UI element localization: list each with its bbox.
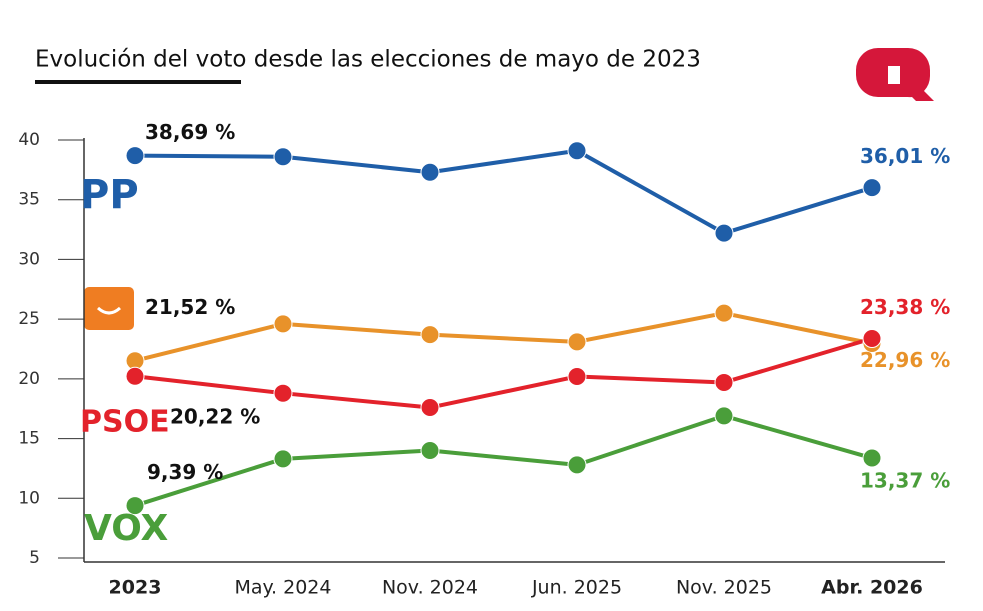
y-tick-label: 10 — [18, 488, 40, 508]
value-label: 23,38 % — [860, 295, 950, 319]
y-tick-label: 25 — [18, 309, 40, 329]
legend-logo: PP — [80, 172, 139, 218]
chart-title: Evolución del voto desde las elecciones … — [35, 47, 701, 73]
x-tick-label: Abr. 2026 — [821, 577, 923, 599]
data-point — [420, 325, 440, 345]
value-label: 21,52 % — [145, 295, 235, 319]
x-tick-label: Nov. 2025 — [676, 577, 772, 599]
data-point — [420, 162, 440, 182]
series-line — [134, 413, 873, 508]
series-line — [134, 336, 873, 410]
orange-logo-smile — [96, 306, 122, 315]
series-line — [134, 148, 873, 236]
brand-logo — [856, 48, 934, 101]
title-underline — [35, 80, 241, 84]
data-point — [273, 147, 293, 167]
x-tick-label: Nov. 2024 — [382, 577, 478, 599]
data-point — [862, 328, 882, 348]
y-tick-label: 5 — [29, 548, 40, 568]
data-point — [273, 314, 293, 334]
data-point — [862, 178, 882, 198]
value-label: 22,96 % — [860, 348, 950, 372]
legend-logo: PSOE — [80, 405, 170, 440]
data-point — [714, 372, 734, 392]
data-point — [125, 366, 145, 386]
data-point — [714, 406, 734, 426]
data-point — [714, 303, 734, 323]
y-tick-label: 35 — [18, 190, 40, 210]
value-label: 9,39 % — [147, 460, 223, 484]
orange-party-logo — [84, 287, 134, 330]
x-tick-label: 2023 — [109, 577, 162, 599]
x-tick-label: May. 2024 — [234, 577, 331, 599]
value-label: 13,37 % — [860, 469, 950, 493]
data-point — [567, 455, 587, 475]
y-tick-label: 30 — [18, 249, 40, 269]
data-point — [125, 496, 145, 516]
data-point — [273, 449, 293, 469]
legend-logo: VOX — [84, 508, 169, 549]
data-point — [273, 383, 293, 403]
y-tick-label: 40 — [18, 130, 40, 150]
value-label: 20,22 % — [170, 405, 260, 429]
data-point — [567, 141, 587, 161]
x-tick-label: Jun. 2025 — [531, 577, 622, 599]
data-point — [420, 398, 440, 418]
data-point — [862, 448, 882, 468]
y-tick-label: 20 — [18, 369, 40, 389]
data-point — [567, 366, 587, 386]
series-line — [134, 311, 873, 363]
value-label: 36,01 % — [860, 144, 950, 168]
data-point — [420, 441, 440, 461]
y-tick-label: 15 — [18, 429, 40, 449]
data-point — [125, 146, 145, 166]
data-point — [714, 223, 734, 243]
value-label: 38,69 % — [145, 120, 235, 144]
data-point — [567, 332, 587, 352]
